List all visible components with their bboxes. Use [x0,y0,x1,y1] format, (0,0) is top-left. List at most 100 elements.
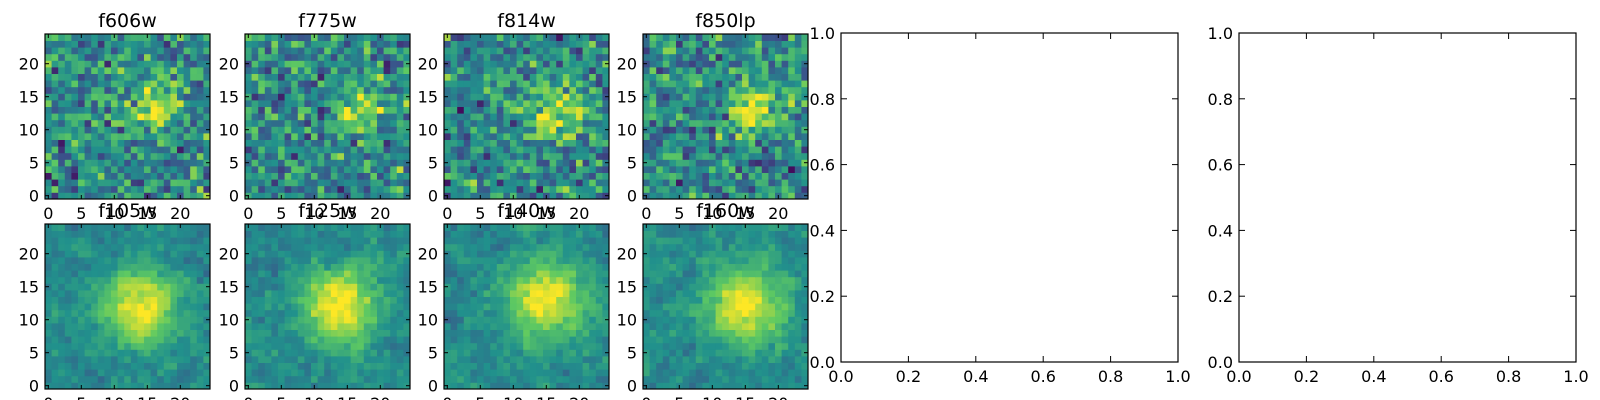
heatmap-cell [304,230,312,238]
heatmap-cell [649,47,657,55]
heatmap-cell [569,369,577,377]
heatmap-cell [523,382,531,390]
heatmap-cell [45,139,52,147]
heatmap-cell [735,113,743,121]
heatmap-cell [523,73,531,81]
heatmap-cell [58,34,66,41]
heatmap-cell [669,375,677,383]
x-tick-label: 10 [503,204,523,223]
heatmap-cell [251,283,259,291]
heatmap-cell [444,270,451,278]
heatmap-cell [196,126,204,134]
heatmap-cell [761,152,769,160]
heatmap-cell [350,192,358,200]
heatmap-cell [643,290,650,297]
heatmap-cell [390,230,398,238]
heatmap-cell [529,86,537,94]
heatmap-cell [649,349,657,357]
heatmap-cell [84,263,92,271]
heatmap-cell [71,316,79,324]
heatmap-cell [390,152,398,160]
heatmap-cell [748,133,756,140]
heatmap-cell [157,159,165,167]
heatmap-cell [549,93,557,101]
heatmap-cell [91,80,99,88]
heatmap-cell [503,166,511,173]
heatmap-cell [523,126,531,134]
heatmap-cell [383,73,391,81]
heatmap-cell [383,67,391,74]
heatmap-cell [64,283,72,291]
heatmap-cell [595,257,603,264]
heatmap-cell [84,53,92,61]
heatmap-cell [523,276,531,284]
heatmap-cell [582,342,590,350]
heatmap-cell [735,329,743,337]
heatmap-cell [496,179,504,187]
heatmap-cell [45,276,52,284]
heatmap-cell [748,185,756,193]
heatmap-cell [662,192,670,200]
heatmap-cell [490,362,498,370]
heatmap-cell [150,230,158,238]
heatmap-cell [755,139,763,147]
heatmap-cell [183,303,191,311]
heatmap-cell [370,243,378,251]
heatmap-cell [190,185,198,193]
heatmap-cell [582,86,590,94]
heatmap-cell [97,316,105,324]
heatmap-cell [761,290,769,297]
heatmap-cell [589,224,597,231]
heatmap-cell [450,40,458,48]
heatmap-cell [130,356,138,363]
heatmap-cell [794,73,802,81]
heatmap-cell [549,303,557,311]
heatmap-cell [463,152,471,160]
heatmap-cell [556,382,564,390]
heatmap-cell [496,40,504,48]
heatmap-cell [602,80,610,88]
heatmap-cell [768,139,776,147]
heatmap-cell [350,309,358,317]
heatmap-cell [794,349,802,357]
heatmap-cell [689,113,697,121]
heatmap-cell [157,309,165,317]
heatmap-cell [330,172,338,180]
heatmap-cell [183,106,191,114]
heatmap-cell [556,270,564,278]
heatmap-cell [801,133,809,140]
heatmap-cell [124,86,132,94]
heatmap-cell [377,250,384,258]
heatmap-cell [251,296,259,304]
heatmap-cell [370,375,378,383]
heatmap-cell [130,296,138,304]
heatmap-cell [569,230,577,238]
heatmap-cell [649,185,657,193]
heatmap-cell [463,80,471,88]
heatmap-cell [350,283,358,291]
heatmap-cell [748,323,756,330]
heatmap-cell [649,369,657,377]
heatmap-cell [576,159,583,167]
heatmap-cell [457,230,465,238]
heatmap-cell [669,166,677,173]
heatmap-cell [150,152,158,160]
y-tick-label: 15 [418,88,438,107]
heatmap-cell [264,60,272,68]
heatmap-cell [117,47,125,55]
heatmap-cell [258,67,266,74]
heatmap-cell [477,270,484,278]
heatmap-cell [529,73,537,81]
heatmap-cell [722,342,730,350]
heatmap-cell [203,106,211,114]
heatmap-cell [556,185,564,193]
heatmap-cell [137,192,145,200]
heatmap-cell [163,126,171,134]
heatmap-cell [755,67,763,74]
heatmap-cell [576,270,583,278]
heatmap-cell [337,159,345,167]
heatmap-cell [271,86,279,94]
heatmap-cell [569,356,577,363]
heatmap-cell [702,336,710,344]
heatmap-cell [111,93,118,101]
